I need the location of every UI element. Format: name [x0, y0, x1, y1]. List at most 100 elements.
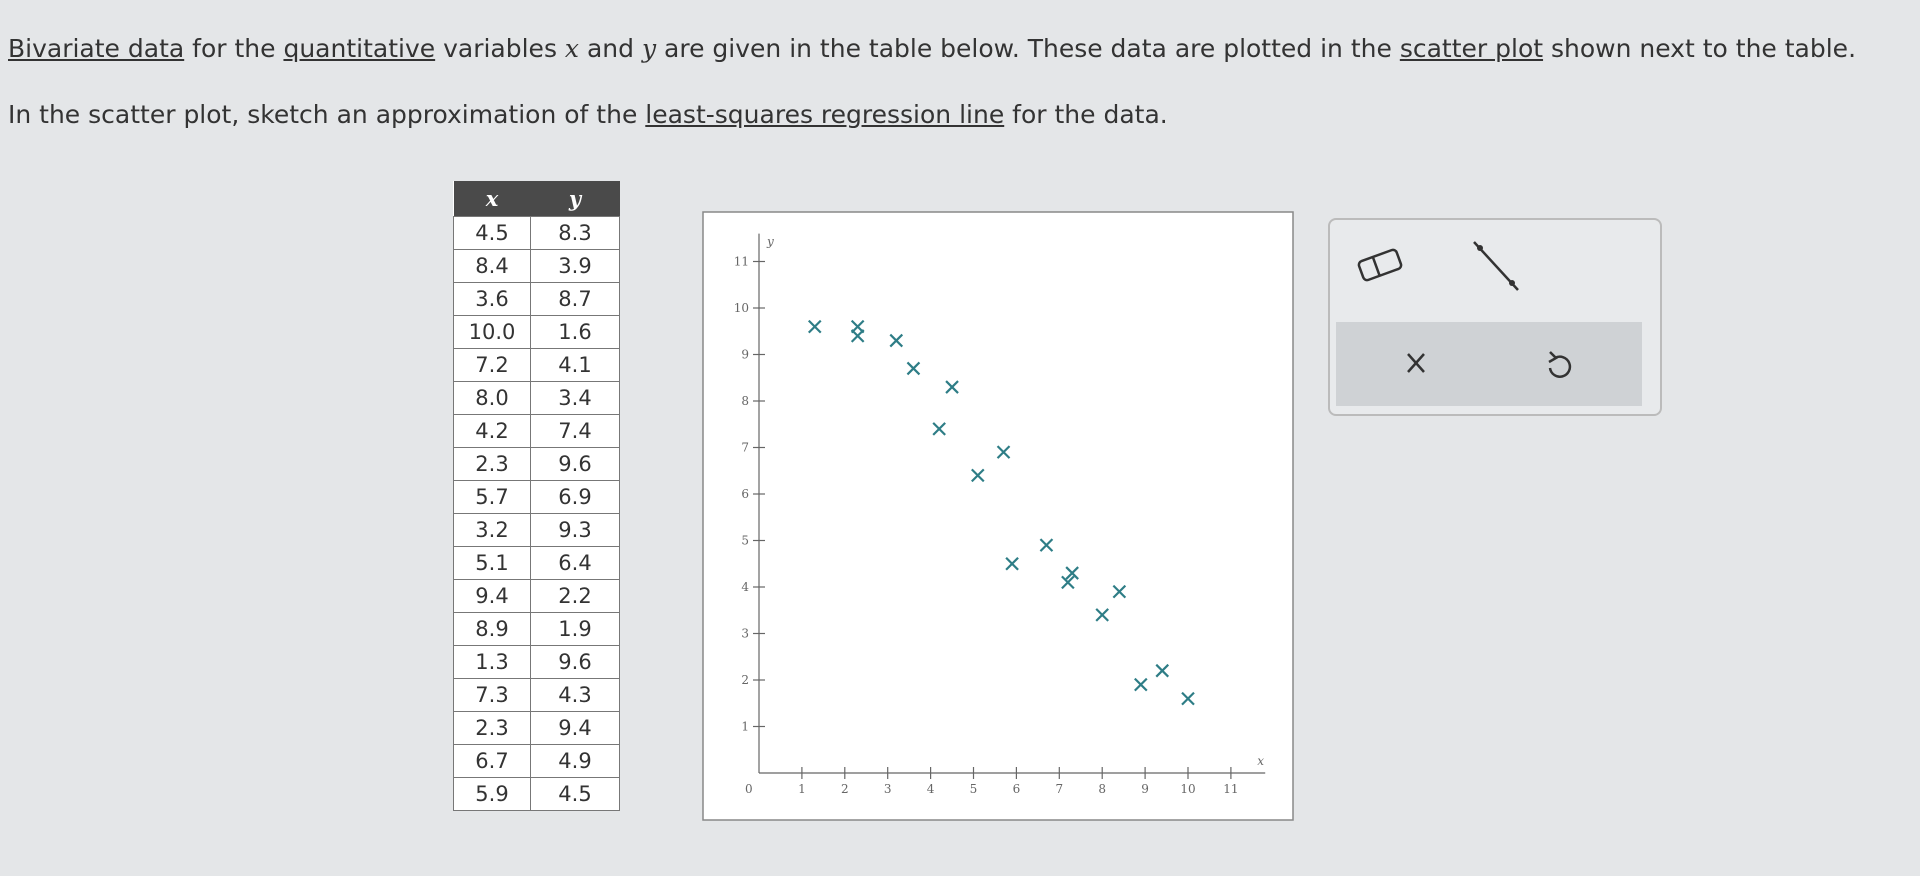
table-row: 8.9 1.9: [453, 612, 620, 646]
table-cell: 4.9: [530, 744, 620, 778]
origin-label: 0: [745, 782, 753, 796]
variable: y: [641, 34, 657, 63]
tool-icons: [1357, 241, 1519, 291]
table-row: 8.4 3.9: [453, 249, 620, 283]
table-cell: 3.4: [530, 381, 620, 415]
table-cell: 2.3: [453, 711, 531, 745]
data-point: [1112, 584, 1127, 599]
y-tick-label: 3: [741, 627, 749, 641]
table-row: 2.3 9.6: [453, 447, 620, 481]
text: for the: [184, 34, 284, 63]
glossary-link[interactable]: quantitative: [283, 34, 436, 63]
header: x: [453, 181, 531, 217]
table-cell: 7.2: [453, 348, 531, 382]
x-tick-label: 11: [1223, 782, 1238, 796]
data-point: [850, 329, 865, 343]
data-point: [1061, 575, 1075, 590]
y-tick-label: 5: [741, 534, 749, 548]
table-row: 5.1 6.4: [453, 546, 620, 580]
table-row: 5.7 6.9: [453, 480, 620, 514]
table-cell: 4.5: [453, 216, 531, 250]
table-cell: 8.4: [453, 249, 531, 283]
table-cell: 7.3: [453, 678, 531, 712]
line-tool[interactable]: [1473, 241, 1519, 291]
table-cell: 3.9: [530, 249, 620, 283]
data-point: [1095, 608, 1109, 622]
table-cell: 1.3: [453, 645, 531, 679]
table-row: 6.7 4.9: [453, 744, 620, 778]
y-tick-label: 1: [741, 720, 749, 734]
y-tick-label: 7: [741, 441, 749, 455]
eraser-tool[interactable]: [1357, 248, 1403, 282]
x-tick-label: 10: [1180, 782, 1195, 796]
table-cell: 9.6: [530, 447, 620, 481]
table-cell: 4.2: [453, 414, 531, 448]
data-point: [932, 422, 946, 436]
instruction-line: Bivariate data for the quantitative vari…: [8, 34, 1856, 63]
table-cell: 6.4: [530, 546, 620, 580]
x-tick-label: 8: [1098, 782, 1106, 796]
table-row: 3.2 9.3: [453, 513, 620, 547]
table-row: 8.0 3.4: [453, 381, 620, 415]
toolbar: [1328, 218, 1662, 416]
y-tick-label: 6: [741, 487, 749, 501]
text: and: [579, 34, 642, 63]
table-cell: 9.4: [453, 579, 531, 613]
header: y: [530, 181, 620, 217]
glossary-link[interactable]: least-squares regression line: [645, 100, 1005, 129]
clear-button[interactable]: [1407, 353, 1425, 373]
table-cell: 8.3: [530, 216, 620, 250]
table-cell: 10.0: [453, 315, 531, 349]
table-cell: 2.2: [530, 579, 620, 613]
table-row: 2.3 9.4: [453, 711, 620, 745]
table-cell: 7.4: [530, 414, 620, 448]
data-point: [1155, 663, 1170, 678]
data-point: [971, 468, 985, 483]
table-cell: 6.7: [453, 744, 531, 778]
x-tick-label: 9: [1141, 782, 1149, 796]
table-cell: 1.6: [530, 315, 620, 349]
glossary-link[interactable]: scatter plot: [1399, 34, 1544, 63]
plot-frame: [702, 211, 1294, 821]
table-cell: 4.5: [530, 777, 620, 811]
y-tick-label: 2: [741, 673, 749, 687]
y-tick-label: 10: [734, 301, 749, 315]
table-cell: 3.2: [453, 513, 531, 547]
text: variables: [435, 34, 565, 63]
x-tick-label: 3: [884, 782, 892, 796]
instruction-line: In the scatter plot, sketch an approxima…: [8, 100, 1168, 129]
undo-button[interactable]: [1548, 351, 1572, 378]
data-point: [1181, 691, 1195, 706]
table-cell: 5.7: [453, 480, 531, 514]
x-tick-label: 6: [1013, 782, 1021, 796]
table-cell: 8.0: [453, 381, 531, 415]
text: are given in the table below. These data…: [656, 34, 1400, 63]
data-point: [945, 380, 959, 394]
data-point: [807, 319, 822, 334]
data-point: [1134, 677, 1148, 692]
glossary-link[interactable]: Bivariate data: [8, 34, 185, 63]
table-row: 7.2 4.1: [453, 348, 620, 382]
table-cell: 3.6: [453, 282, 531, 316]
table-cell: 9.6: [530, 645, 620, 679]
table-cell: 4.1: [530, 348, 620, 382]
data-point: [889, 333, 904, 348]
table-row: 7.3 4.3: [453, 678, 620, 712]
y-axis-label: y: [766, 235, 774, 249]
x-tick-label: 5: [970, 782, 978, 796]
y-tick-label: 9: [741, 348, 749, 362]
y-tick-label: 8: [741, 394, 749, 408]
table-row: 4.5 8.3: [453, 216, 620, 250]
x-tick-label: 1: [798, 782, 806, 796]
text: In the scatter plot, sketch an approxima…: [8, 100, 646, 129]
data-point: [1065, 566, 1079, 580]
action-bar: [1336, 322, 1642, 406]
table-cell: 8.7: [530, 282, 620, 316]
table-row: 1.3 9.6: [453, 645, 620, 679]
table-cell: 2.3: [453, 447, 531, 481]
table-cell: 9.3: [530, 513, 620, 547]
table-row: 3.6 8.7: [453, 282, 620, 316]
